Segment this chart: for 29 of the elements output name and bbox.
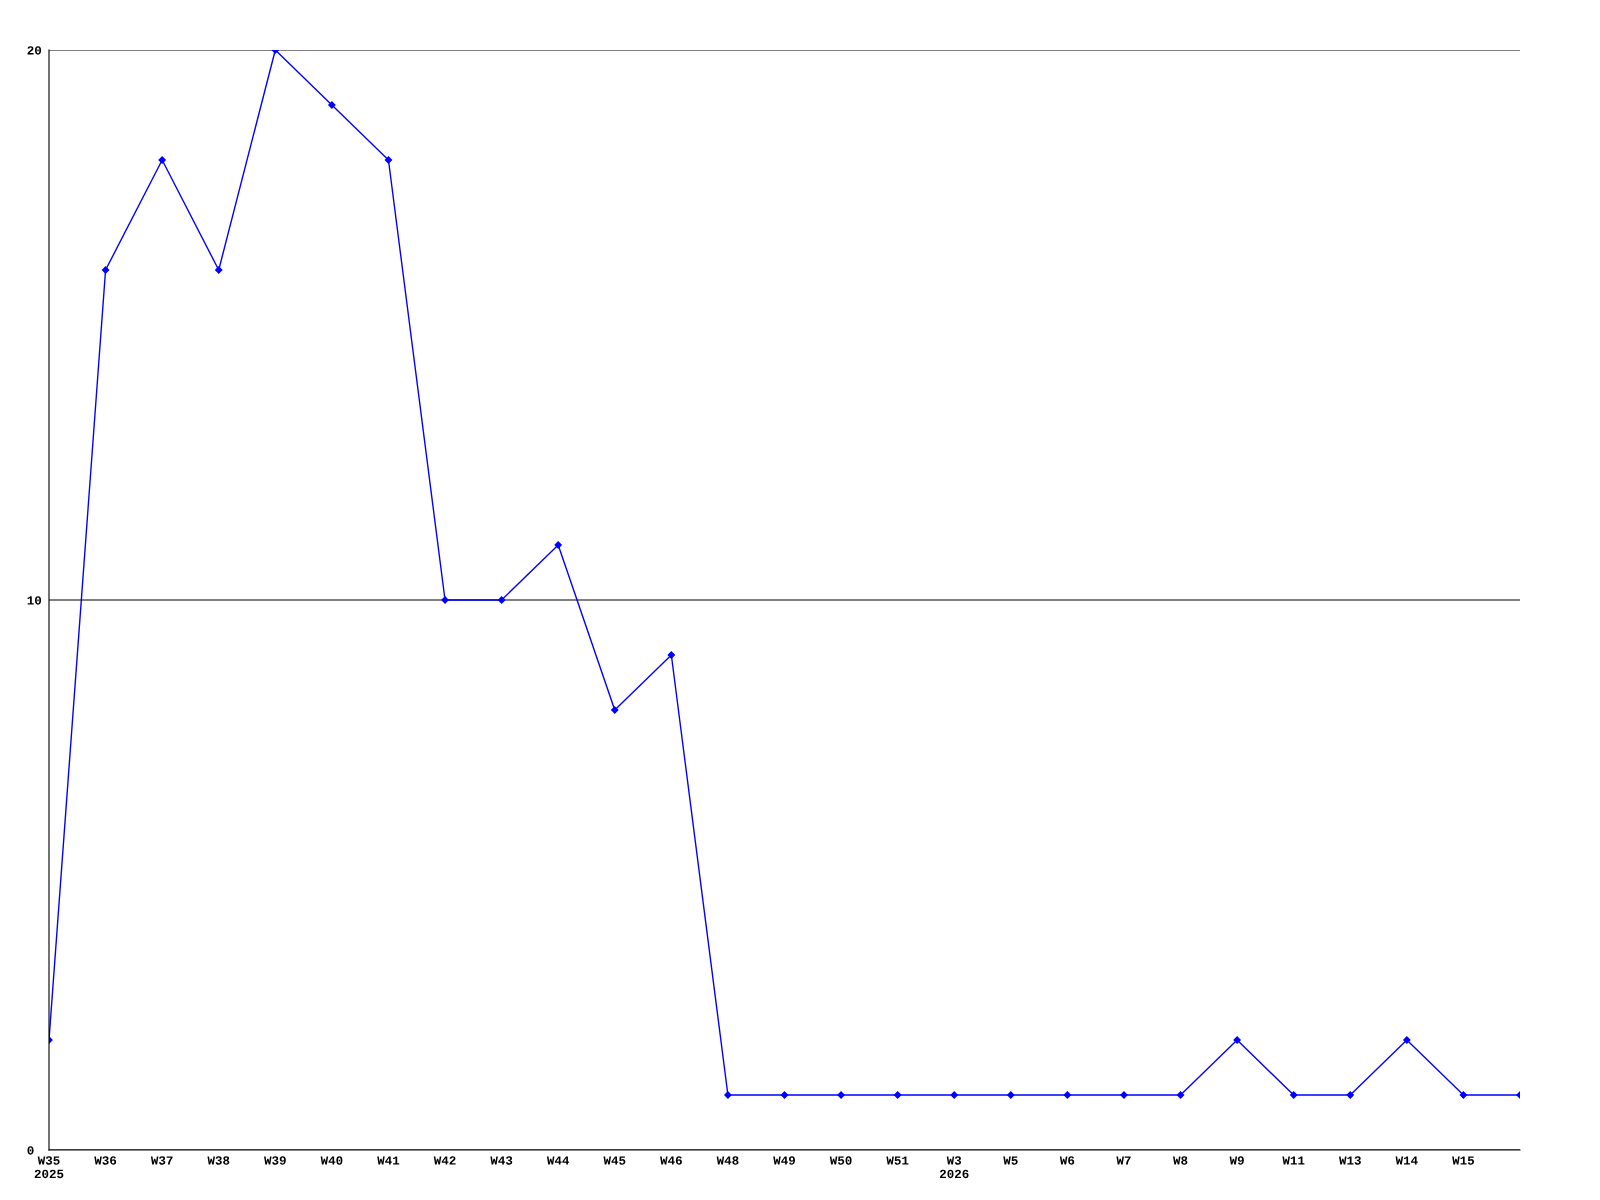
x-tick-label: W39: [264, 1156, 286, 1165]
x-tick-label: W49: [773, 1156, 795, 1165]
x-tick-label: W3 2026: [939, 1156, 969, 1179]
x-tick-label: W42: [433, 1156, 456, 1165]
x-tick-label: W45: [603, 1156, 626, 1165]
x-tick-label: W51: [886, 1156, 909, 1165]
x-tick-label: W48: [716, 1156, 739, 1165]
x-tick-label: W41: [377, 1156, 400, 1165]
x-tick-label: W37: [150, 1156, 173, 1165]
x-tick-label: W44: [546, 1156, 570, 1165]
x-tick-label: W50: [829, 1156, 852, 1165]
x-tick-label: W46: [660, 1156, 682, 1165]
y-tick-label: 0: [27, 1146, 34, 1155]
x-tick-label: W8: [1173, 1156, 1188, 1165]
x-tick-label: W36: [94, 1156, 117, 1165]
x-tick-label: W7: [1116, 1156, 1131, 1165]
x-tick-label: W11: [1282, 1156, 1305, 1165]
x-tick-label: W40: [320, 1156, 343, 1165]
x-tick-label: W15: [1452, 1156, 1475, 1165]
x-tick-label: W35 2025: [34, 1156, 64, 1179]
x-tick-label: W38: [207, 1156, 230, 1165]
x-tick-label: W14: [1395, 1156, 1418, 1165]
x-tick-label: W9: [1229, 1156, 1244, 1165]
y-tick-label: 20: [27, 46, 42, 55]
y-tick-label: 10: [27, 596, 42, 605]
x-tick-label: W6: [1059, 1156, 1075, 1165]
x-tick-label: W13: [1339, 1156, 1361, 1165]
x-tick-label: W5: [1003, 1156, 1018, 1165]
x-tick-label: W43: [490, 1156, 513, 1165]
